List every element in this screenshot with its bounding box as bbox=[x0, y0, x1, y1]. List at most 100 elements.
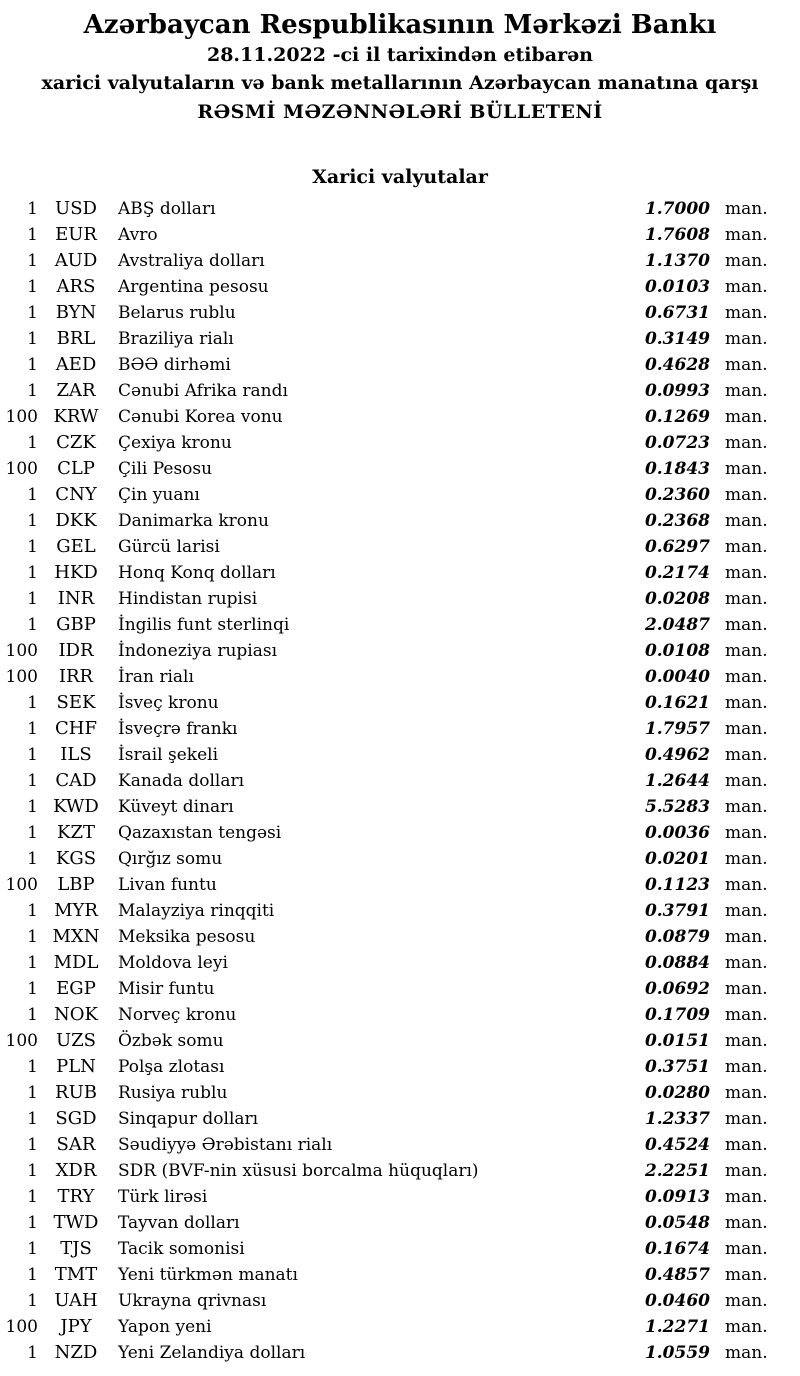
unit-cell: man. bbox=[725, 667, 768, 687]
unit-cell: man. bbox=[725, 1291, 768, 1311]
rate-cell: 0.0280 bbox=[644, 1083, 710, 1103]
table-row: 1 CAD Kanada dolları 1.2644 man. bbox=[0, 768, 800, 794]
rate-cell: 0.0879 bbox=[644, 927, 710, 947]
unit-cell: man. bbox=[725, 797, 768, 817]
table-row: 1 SGD Sinqapur dolları 1.2337 man. bbox=[0, 1106, 800, 1132]
currency-name-cell: Tayvan dolları bbox=[118, 1213, 240, 1233]
quantity-cell: 1 bbox=[27, 979, 38, 999]
table-row: 1 CNY Çin yuanı 0.2360 man. bbox=[0, 482, 800, 508]
unit-cell: man. bbox=[725, 615, 768, 635]
quantity-cell: 1 bbox=[27, 381, 38, 401]
currency-code-cell: MXN bbox=[52, 926, 100, 947]
currency-code-cell: ZAR bbox=[56, 380, 96, 401]
currency-name-cell: Tacik somonisi bbox=[118, 1239, 245, 1259]
rate-cell: 0.2174 bbox=[644, 563, 710, 583]
table-row: 1 ZAR Cənubi Afrika randı 0.0993 man. bbox=[0, 378, 800, 404]
rate-cell: 0.0208 bbox=[644, 589, 710, 609]
unit-cell: man. bbox=[725, 693, 768, 713]
table-row: 1 BRL Braziliya rialı 0.3149 man. bbox=[0, 326, 800, 352]
currency-code-cell: ARS bbox=[56, 276, 96, 297]
rate-cell: 0.0036 bbox=[644, 823, 710, 843]
table-row: 1 TRY Türk lirəsi 0.0913 man. bbox=[0, 1184, 800, 1210]
rate-cell: 0.0913 bbox=[644, 1187, 710, 1207]
rate-cell: 0.1843 bbox=[644, 459, 710, 479]
table-row: 1 SAR Səudiyyə Ərəbistanı rialı 0.4524 man. bbox=[0, 1132, 800, 1158]
table-row: 1 XDR SDR (BVF-nin xüsusi borcalma hüquqla… bbox=[0, 1158, 800, 1184]
quantity-cell: 1 bbox=[27, 511, 38, 531]
rate-cell: 0.0692 bbox=[644, 979, 710, 999]
table-row: 100 IRR İran rialı 0.0040 man. bbox=[0, 664, 800, 690]
unit-cell: man. bbox=[725, 927, 768, 947]
unit-cell: man. bbox=[725, 251, 768, 271]
currency-name-cell: Argentina pesosu bbox=[118, 277, 269, 297]
quantity-cell: 1 bbox=[27, 589, 38, 609]
rate-cell: 0.4524 bbox=[644, 1135, 710, 1155]
currency-name-cell: Norveç kronu bbox=[118, 1005, 237, 1025]
table-row: 100 IDR İndoneziya rupiası 0.0108 man. bbox=[0, 638, 800, 664]
rate-cell: 0.0201 bbox=[644, 849, 710, 869]
currency-name-cell: Kanada dolları bbox=[118, 771, 245, 791]
currency-name-cell: Yeni Zelandiya dolları bbox=[118, 1343, 306, 1363]
quantity-cell: 1 bbox=[27, 797, 38, 817]
quantity-cell: 1 bbox=[27, 563, 38, 583]
table-row: 1 GEL Gürcü larisi 0.6297 man. bbox=[0, 534, 800, 560]
currency-code-cell: MYR bbox=[54, 900, 98, 921]
table-row: 1 RUB Rusiya rublu 0.0280 man. bbox=[0, 1080, 800, 1106]
rate-cell: 1.1370 bbox=[644, 251, 710, 271]
table-row: 1 TJS Tacik somonisi 0.1674 man. bbox=[0, 1236, 800, 1262]
currency-code-cell: NOK bbox=[54, 1004, 98, 1025]
currency-code-cell: ILS bbox=[60, 744, 92, 765]
currency-name-cell: İran rialı bbox=[118, 667, 194, 687]
table-row: 100 LBP Livan funtu 0.1123 man. bbox=[0, 872, 800, 898]
quantity-cell: 1 bbox=[27, 1135, 38, 1155]
document-header: Azərbaycan Respublikasının Mərkəzi Bankı… bbox=[0, 0, 800, 126]
table-row: 100 KRW Cənubi Korea vonu 0.1269 man. bbox=[0, 404, 800, 430]
unit-cell: man. bbox=[725, 511, 768, 531]
rate-cell: 0.0993 bbox=[644, 381, 710, 401]
rate-cell: 0.3149 bbox=[644, 329, 710, 349]
currency-name-cell: Çexiya kronu bbox=[118, 433, 232, 453]
rate-cell: 0.3791 bbox=[644, 901, 710, 921]
quantity-cell: 1 bbox=[27, 1187, 38, 1207]
unit-cell: man. bbox=[725, 1057, 768, 1077]
table-row: 1 AED BƏƏ dirhəmi 0.4628 man. bbox=[0, 352, 800, 378]
currency-code-cell: SEK bbox=[56, 692, 96, 713]
currency-code-cell: IRR bbox=[58, 666, 94, 687]
currency-code-cell: EUR bbox=[55, 224, 97, 245]
rate-cell: 0.0108 bbox=[644, 641, 710, 661]
currency-name-cell: Özbək somu bbox=[118, 1031, 224, 1051]
table-row: 1 MYR Malayziya rinqqiti 0.3791 man. bbox=[0, 898, 800, 924]
rate-cell: 0.0040 bbox=[644, 667, 710, 687]
rate-cell: 1.0559 bbox=[644, 1343, 710, 1363]
currency-name-cell: Ukrayna qrivnası bbox=[118, 1291, 267, 1311]
unit-cell: man. bbox=[725, 537, 768, 557]
quantity-cell: 100 bbox=[5, 459, 38, 479]
currency-name-cell: İngilis funt sterlinqi bbox=[118, 615, 290, 635]
quantity-cell: 1 bbox=[27, 277, 38, 297]
unit-cell: man. bbox=[725, 745, 768, 765]
currency-name-cell: Polşa zlotası bbox=[118, 1057, 225, 1077]
table-row: 1 HKD Honq Konq dolları 0.2174 man. bbox=[0, 560, 800, 586]
table-row: 1 EGP Misir funtu 0.0692 man. bbox=[0, 976, 800, 1002]
quantity-cell: 1 bbox=[27, 1343, 38, 1363]
currency-code-cell: MDL bbox=[53, 952, 99, 973]
currency-name-cell: Qırğız somu bbox=[118, 849, 223, 869]
table-row: 1 DKK Danimarka kronu 0.2368 man. bbox=[0, 508, 800, 534]
rate-cell: 0.6731 bbox=[644, 303, 710, 323]
currency-code-cell: PLN bbox=[56, 1056, 96, 1077]
currency-code-cell: UAH bbox=[54, 1290, 98, 1311]
table-row: 1 TWD Tayvan dolları 0.0548 man. bbox=[0, 1210, 800, 1236]
rate-cell: 0.2368 bbox=[644, 511, 710, 531]
rate-cell: 1.7608 bbox=[644, 225, 710, 245]
unit-cell: man. bbox=[725, 901, 768, 921]
unit-cell: man. bbox=[725, 1317, 768, 1337]
rate-cell: 5.5283 bbox=[644, 797, 710, 817]
currency-code-cell: XDR bbox=[55, 1160, 97, 1181]
rate-cell: 0.0548 bbox=[644, 1213, 710, 1233]
currency-name-cell: İsveç kronu bbox=[118, 693, 219, 713]
currency-code-cell: BYN bbox=[55, 302, 97, 323]
rate-cell: 0.1709 bbox=[644, 1005, 710, 1025]
currency-code-cell: TWD bbox=[53, 1212, 99, 1233]
section-title-foreign-currencies: Xarici valyutalar bbox=[312, 166, 488, 188]
currency-code-cell: NZD bbox=[54, 1342, 98, 1363]
